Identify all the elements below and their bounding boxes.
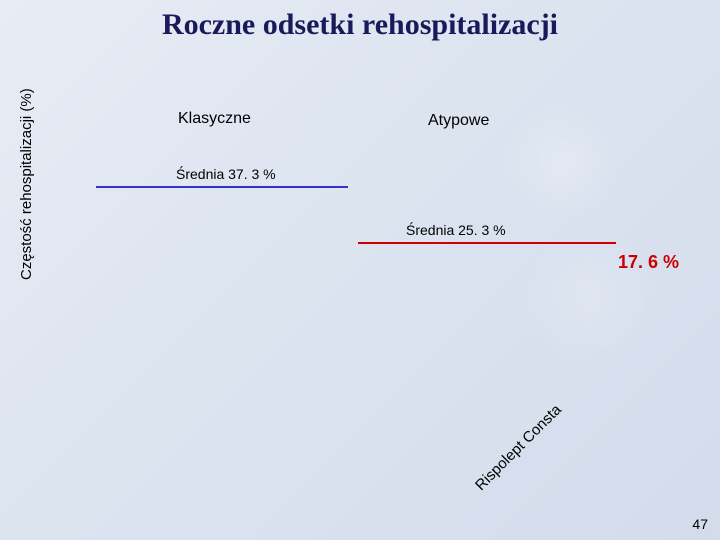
- mean-left-line: [96, 186, 348, 188]
- y-axis-label: Częstość rehospitalizacji (%): [18, 88, 35, 280]
- group-label-atypowe: Atypowe: [428, 112, 489, 130]
- mean-right-line: [358, 242, 616, 244]
- group-label-klasyczne: Klasyczne: [178, 110, 251, 128]
- mean-left-label: Średnia 37. 3 %: [176, 166, 276, 182]
- highlight-value: 17. 6 %: [618, 252, 679, 273]
- slide: Roczne odsetki rehospitalizacji Częstość…: [0, 0, 720, 540]
- x-tick-rispolept-consta: Rispolept Consta: [472, 401, 565, 494]
- slide-title: Roczne odsetki rehospitalizacji: [0, 8, 720, 42]
- mean-right-label: Średnia 25. 3 %: [406, 222, 506, 238]
- page-number: 47: [692, 516, 708, 532]
